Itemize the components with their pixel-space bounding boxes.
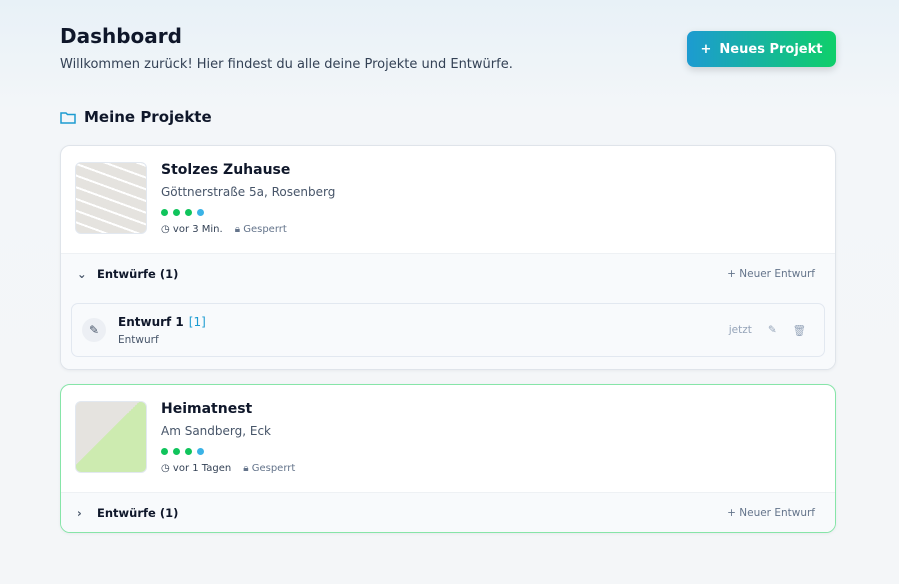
clock-icon: ◷ vor 1 Tagen <box>161 463 232 474</box>
section-heading: Meine Projekte <box>60 108 212 126</box>
clock-icon: ◷ vor 3 Min. <box>161 224 223 235</box>
lock-status: Gesperrt <box>251 463 296 474</box>
new-draft-button[interactable]: + Neuer Entwurf <box>727 506 815 519</box>
drafts-toggle[interactable]: › Entwürfe (1) + Neuer Entwurf <box>61 492 835 532</box>
project-name[interactable]: Stolzes Zuhause <box>161 162 291 178</box>
new-draft-button[interactable]: + Neuer Entwurf <box>727 267 815 280</box>
project-name[interactable]: Heimatnest <box>161 401 253 417</box>
project-address: Göttnerstraße 5a, Rosenberg <box>161 185 336 199</box>
updated-time: vor 1 Tagen <box>172 463 232 474</box>
status-dots <box>161 448 204 455</box>
plus-icon: + <box>700 41 712 57</box>
draft-time: jetzt <box>728 324 752 336</box>
pencil-icon: ✎ <box>82 318 106 342</box>
map-thumbnail <box>75 162 147 234</box>
lock-icon: 🔒︎ Gesperrt <box>234 224 287 235</box>
draft-name: Entwurf 1 <box>118 315 184 329</box>
project-card[interactable]: Stolzes Zuhause Göttnerstraße 5a, Rosenb… <box>60 145 836 370</box>
chevron-right-icon: › <box>77 505 82 520</box>
trash-icon[interactable]: 🗑︎ <box>792 324 806 337</box>
updated-time: vor 3 Min. <box>172 224 223 235</box>
chevron-down-icon: ⌄ <box>77 266 87 281</box>
draft-type: Entwurf <box>118 334 159 346</box>
lock-status: Gesperrt <box>243 224 287 235</box>
new-project-button[interactable]: + Neues Projekt <box>687 31 836 67</box>
draft-item[interactable]: ✎ Entwurf 1 [1] Entwurf jetzt ✎ 🗑︎ <box>71 303 825 357</box>
status-dots <box>161 209 204 216</box>
edit-icon[interactable]: ✎ <box>767 324 777 336</box>
lock-icon: 🔒︎ Gesperrt <box>243 463 296 474</box>
project-card[interactable]: Heimatnest Am Sandberg, Eck ◷ vor 1 Tage… <box>60 384 836 533</box>
project-address: Am Sandberg, Eck <box>161 424 272 438</box>
page-title: Dashboard <box>60 24 182 48</box>
page-subtitle: Willkommen zurück! Hier findest du alle … <box>60 57 513 72</box>
folder-icon <box>60 111 76 124</box>
draft-tag: [1] <box>188 315 206 329</box>
map-thumbnail <box>75 401 147 473</box>
drafts-toggle[interactable]: ⌄ Entwürfe (1) + Neuer Entwurf <box>61 253 835 293</box>
